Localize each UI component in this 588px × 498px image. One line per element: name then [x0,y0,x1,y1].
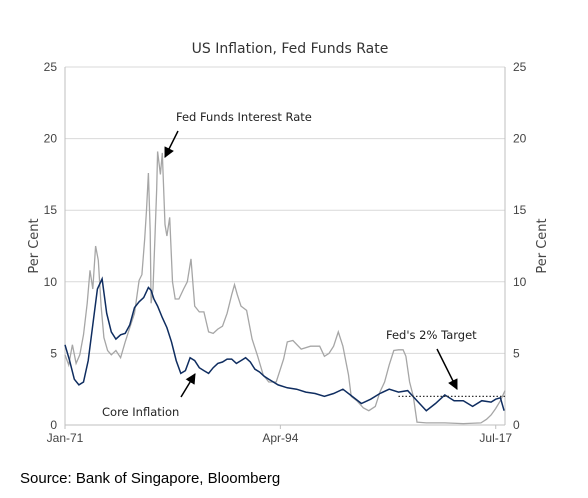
annotation-arrow-fed-funds-rate [164,130,179,158]
chart-title: US Inflation, Fed Funds Rate [192,41,389,57]
y-axis-label-right: Per Cent [535,218,550,273]
annotation-fed-target: Fed's 2% Target [386,328,477,342]
y-tick-label-right: 15 [513,203,527,217]
x-tick-label: Jul-17 [479,431,512,445]
x-tick-label: Jan-71 [47,431,84,445]
y-tick-label-right: 5 [513,346,520,360]
y-axis-label-left: Per Cent [27,218,42,273]
annotation-arrow-fed-target [436,348,458,390]
x-tick-label: Apr-94 [262,431,298,445]
series-line-core-inflation [64,276,505,412]
y-tick-label-left: 25 [44,60,58,74]
y-tick-label-left: 15 [44,203,58,217]
y-tick-label-right: 0 [513,418,520,432]
y-tick-label-left: 0 [50,418,57,432]
y-tick-label-left: 20 [44,132,58,146]
y-tick-label-right: 20 [513,132,527,146]
y-tick-label-left: 5 [50,346,57,360]
y-tick-label-right: 10 [513,275,527,289]
annotation-fed-funds-rate: Fed Funds Interest Rate [176,110,312,124]
y-tick-label-left: 10 [44,275,58,289]
annotation-arrow-core-inflation [180,373,196,398]
annotation-core-inflation: Core Inflation [102,405,179,419]
tick-labels: 0 0 5 5 10 10 15 15 20 20 25 25 Jan-71 Apr-94 Jul-17 [44,60,527,445]
series-line-fed-funds-rate [64,151,506,425]
y-tick-label-right: 25 [513,60,527,74]
source-note: Source: Bank of Singapore, Bloomberg [20,470,281,487]
